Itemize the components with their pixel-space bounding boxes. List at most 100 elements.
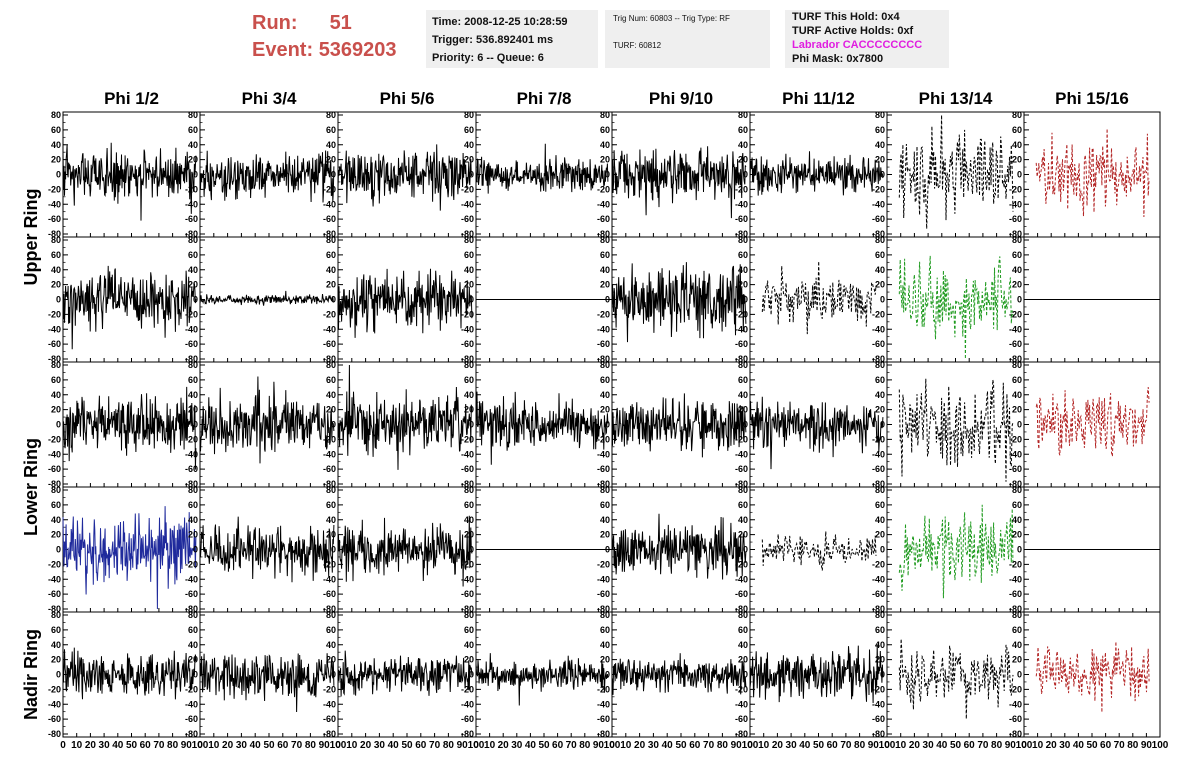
- y-tick-label: -60: [1009, 589, 1022, 599]
- waveform-trace: [749, 396, 884, 470]
- y-tick-label: 40: [738, 265, 748, 275]
- y-tick-label: -40: [597, 574, 610, 584]
- y-tick-label: -60: [461, 214, 474, 224]
- y-tick-label: 40: [1012, 390, 1022, 400]
- y-tick-label: -80: [461, 604, 474, 614]
- x-tick-label: 80: [579, 740, 591, 751]
- y-tick-label: -60: [185, 214, 198, 224]
- y-tick-label: -40: [597, 699, 610, 709]
- y-tick-label: 40: [326, 515, 336, 525]
- y-tick-label: -80: [735, 479, 748, 489]
- y-tick-label: 60: [464, 125, 474, 135]
- y-tick-label: -20: [48, 559, 61, 569]
- y-tick-label: -60: [461, 589, 474, 599]
- waveform-trace: [761, 261, 877, 335]
- y-tick-label: -40: [461, 199, 474, 209]
- x-tick-label: 70: [840, 740, 852, 751]
- x-tick-label: 50: [675, 740, 687, 751]
- column-header: Phi 15/16: [1055, 89, 1129, 108]
- y-tick-label: 60: [51, 625, 61, 635]
- y-tick-label: 40: [464, 265, 474, 275]
- y-tick-label: -80: [735, 229, 748, 239]
- y-tick-label: 0: [193, 170, 198, 180]
- y-tick-label: -40: [48, 324, 61, 334]
- y-tick-label: 20: [464, 530, 474, 540]
- y-tick-label: -40: [48, 199, 61, 209]
- y-tick-label: 40: [51, 640, 61, 650]
- event-row: Event: 5369203: [252, 37, 397, 64]
- y-tick-label: 60: [326, 500, 336, 510]
- y-tick-label: 80: [738, 485, 748, 495]
- y-tick-label: 20: [188, 655, 198, 665]
- waveform-trace: [62, 506, 197, 610]
- waveform-trace: [337, 268, 473, 338]
- y-tick-label: 80: [464, 110, 474, 120]
- y-tick-label: -20: [461, 434, 474, 444]
- waveform-trace: [200, 516, 335, 583]
- y-tick-label: -20: [735, 684, 748, 694]
- y-tick-label: 60: [1012, 125, 1022, 135]
- y-tick-label: -60: [323, 464, 336, 474]
- y-tick-label: -60: [48, 589, 61, 599]
- y-tick-label: 80: [600, 485, 610, 495]
- y-tick-label: 20: [464, 405, 474, 415]
- run-event-header: Run: 51 Event: 5369203: [252, 10, 397, 64]
- y-tick-label: 60: [326, 250, 336, 260]
- y-tick-label: 0: [331, 420, 336, 430]
- x-tick-label: 70: [703, 740, 715, 751]
- x-tick-label: 20: [909, 740, 921, 751]
- x-tick-label: 20: [634, 740, 646, 751]
- x-tick-label: 80: [1127, 740, 1139, 751]
- y-tick-label: 80: [600, 235, 610, 245]
- y-tick-label: -20: [185, 684, 198, 694]
- y-tick-label: -60: [185, 464, 198, 474]
- x-tick-label: 0: [747, 740, 753, 751]
- y-tick-label: 20: [51, 530, 61, 540]
- x-tick-label: 20: [85, 740, 97, 751]
- y-tick-label: -40: [185, 699, 198, 709]
- y-tick-label: -80: [872, 604, 885, 614]
- y-tick-label: -60: [323, 339, 336, 349]
- y-tick-label: -60: [735, 464, 748, 474]
- event-label: Event:: [252, 39, 314, 61]
- y-tick-label: 80: [738, 610, 748, 620]
- y-tick-label: -80: [1009, 354, 1022, 364]
- x-tick-label: 100: [1016, 740, 1033, 751]
- x-tick-label: 100: [468, 740, 485, 751]
- x-tick-label: 100: [604, 740, 621, 751]
- x-tick-label: 10: [620, 740, 632, 751]
- y-tick-label: 80: [188, 110, 198, 120]
- x-tick-label: 30: [786, 740, 798, 751]
- y-tick-label: 40: [738, 390, 748, 400]
- x-tick-label: 70: [566, 740, 578, 751]
- waveform-trace: [475, 653, 609, 706]
- x-tick-label: 0: [884, 740, 890, 751]
- x-tick-label: 100: [330, 740, 347, 751]
- y-tick-label: 80: [51, 235, 61, 245]
- y-tick-label: 60: [464, 500, 474, 510]
- y-tick-label: -60: [597, 714, 610, 724]
- y-tick-label: 40: [51, 390, 61, 400]
- waveform-trace: [611, 146, 747, 219]
- x-tick-label: 40: [525, 740, 537, 751]
- x-tick-label: 40: [250, 740, 262, 751]
- x-tick-label: 20: [360, 740, 372, 751]
- y-tick-label: 80: [51, 610, 61, 620]
- y-tick-label: 40: [1012, 140, 1022, 150]
- y-tick-label: -60: [735, 589, 748, 599]
- column-header: Phi 7/8: [517, 89, 572, 108]
- y-tick-label: 60: [875, 625, 885, 635]
- x-tick-label: 20: [772, 740, 784, 751]
- y-tick-label: -20: [597, 184, 610, 194]
- x-tick-label: 80: [854, 740, 866, 751]
- y-tick-label: 20: [1012, 655, 1022, 665]
- waveform-trace: [337, 144, 473, 211]
- y-tick-label: -40: [48, 699, 61, 709]
- trig-info-box: Trig Num: 60803 -- Trig Type: RF TURF: 6…: [605, 10, 770, 68]
- y-tick-label: 80: [738, 360, 748, 370]
- x-tick-label: 90: [457, 740, 469, 751]
- y-tick-label: 20: [464, 155, 474, 165]
- y-tick-label: 0: [605, 670, 610, 680]
- x-tick-label: 60: [689, 740, 701, 751]
- y-tick-label: -40: [597, 449, 610, 459]
